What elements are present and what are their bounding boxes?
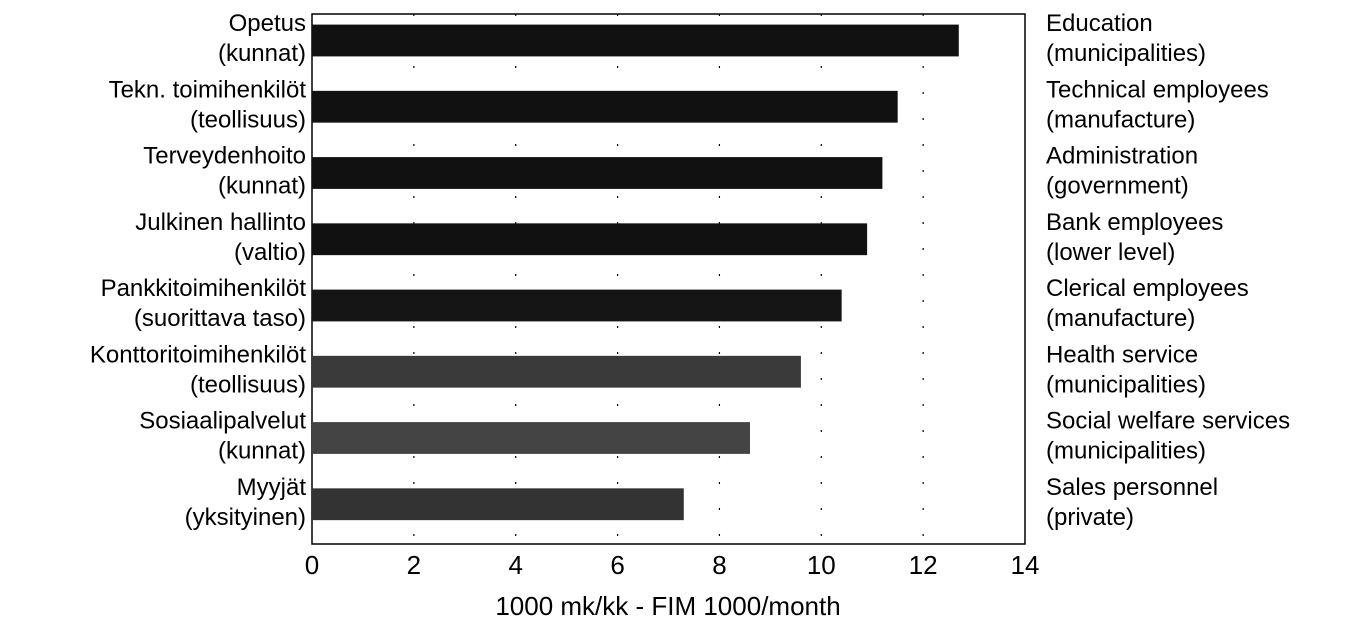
bar (312, 90, 898, 123)
left-category-label: (kunnat) (218, 40, 306, 67)
x-tick-labels: 0 2 4 6 8 10 12 14 (305, 550, 1040, 580)
left-category-label: (kunnat) (218, 438, 306, 465)
left-category-label: (yksityinen) (185, 504, 306, 531)
x-tick-label: 12 (909, 550, 938, 580)
bars (312, 24, 959, 521)
left-category-labels: Opetus (kunnat) Tekn. toimihenkilöt (teolli… (90, 10, 306, 531)
left-category-label: Konttoritoimihenkilöt (90, 341, 306, 368)
bar (312, 24, 959, 57)
bar (312, 223, 868, 256)
left-category-label: Myyjät (237, 474, 307, 501)
right-category-label: (lower level) (1046, 239, 1175, 266)
bar (312, 355, 801, 388)
left-category-label: Pankkitoimihenkilöt (101, 275, 307, 302)
left-category-label: Tekn. toimihenkilöt (109, 76, 307, 103)
right-category-label: Health service (1046, 341, 1198, 368)
right-category-label: Sales personnel (1046, 474, 1218, 501)
plot-frame (311, 13, 1026, 545)
right-category-label: Bank employees (1046, 209, 1223, 236)
right-category-label: Clerical employees (1046, 275, 1249, 302)
x-tick-label: 14 (1011, 550, 1040, 580)
left-category-label: Terveydenhoito (143, 143, 306, 170)
right-category-label: (manufacture) (1046, 106, 1195, 133)
x-tick-label: 10 (807, 550, 836, 580)
x-tick-label: 2 (407, 550, 421, 580)
x-axis-title: 1000 mk/kk - FIM 1000/month (495, 591, 840, 621)
left-category-label: (teollisuus) (190, 106, 306, 133)
right-category-label: (manufacture) (1046, 305, 1195, 332)
bar (312, 422, 750, 454)
right-category-label: (private) (1046, 504, 1134, 531)
left-category-label: (teollisuus) (190, 371, 306, 398)
right-category-label: (government) (1046, 173, 1189, 200)
right-category-label: Administration (1046, 143, 1198, 170)
x-tick-label: 0 (305, 550, 319, 580)
right-category-label: Social welfare services (1046, 408, 1290, 435)
left-category-label: (valtio) (234, 239, 306, 266)
right-category-labels: Education (municipalities) Technical emplo… (1046, 10, 1290, 531)
right-category-label: Technical employees (1046, 76, 1269, 103)
x-tick-label: 8 (712, 550, 726, 580)
right-category-label: (municipalities) (1046, 40, 1206, 67)
right-category-label: (municipalities) (1046, 371, 1206, 398)
left-category-label: (suorittava taso) (134, 305, 306, 332)
bar (312, 157, 883, 189)
right-category-label: (municipalities) (1046, 438, 1206, 465)
left-category-label: Julkinen hallinto (135, 209, 306, 236)
x-tick-label: 4 (508, 550, 522, 580)
bar (312, 289, 842, 322)
left-category-label: (kunnat) (218, 173, 306, 200)
left-category-label: Sosiaalipalvelut (139, 408, 306, 435)
right-category-label: Education (1046, 10, 1153, 37)
x-tick-label: 6 (610, 550, 624, 580)
left-category-label: Opetus (229, 10, 306, 37)
bar (312, 488, 684, 521)
